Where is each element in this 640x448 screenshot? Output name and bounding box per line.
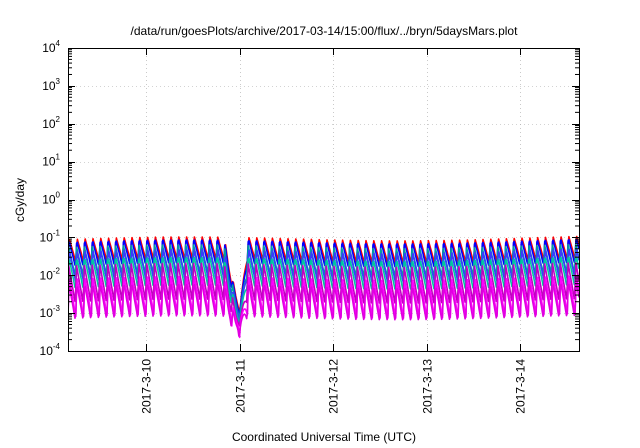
y-tick-label: 10-3	[40, 304, 61, 320]
y-tick-label: 101	[42, 153, 60, 169]
x-tick-label: 2017-3-12	[327, 359, 341, 414]
series-line	[68, 248, 579, 322]
y-tick-label: 10-2	[40, 266, 61, 282]
y-tick-label: 100	[42, 191, 60, 207]
x-tick-label: 2017-3-10	[140, 359, 154, 414]
y-tick-label: 104	[42, 39, 60, 55]
y-axis-label: cGy/day	[13, 178, 27, 222]
y-tick-label: 103	[42, 77, 60, 93]
y-tick-label: 10-4	[40, 342, 61, 358]
series-line	[68, 283, 579, 337]
y-tick-label: 102	[42, 115, 60, 131]
x-tick-label: 2017-3-13	[421, 359, 435, 414]
series-line	[68, 262, 579, 327]
x-axis-label: Coordinated Universal Time (UTC)	[232, 430, 416, 444]
y-tick-label: 10-1	[40, 228, 61, 244]
x-tick-label: 2017-3-11	[234, 359, 248, 413]
chart-title: /data/run/goesPlots/archive/2017-03-14/1…	[131, 24, 519, 38]
x-tick-label: 2017-3-14	[514, 359, 528, 414]
